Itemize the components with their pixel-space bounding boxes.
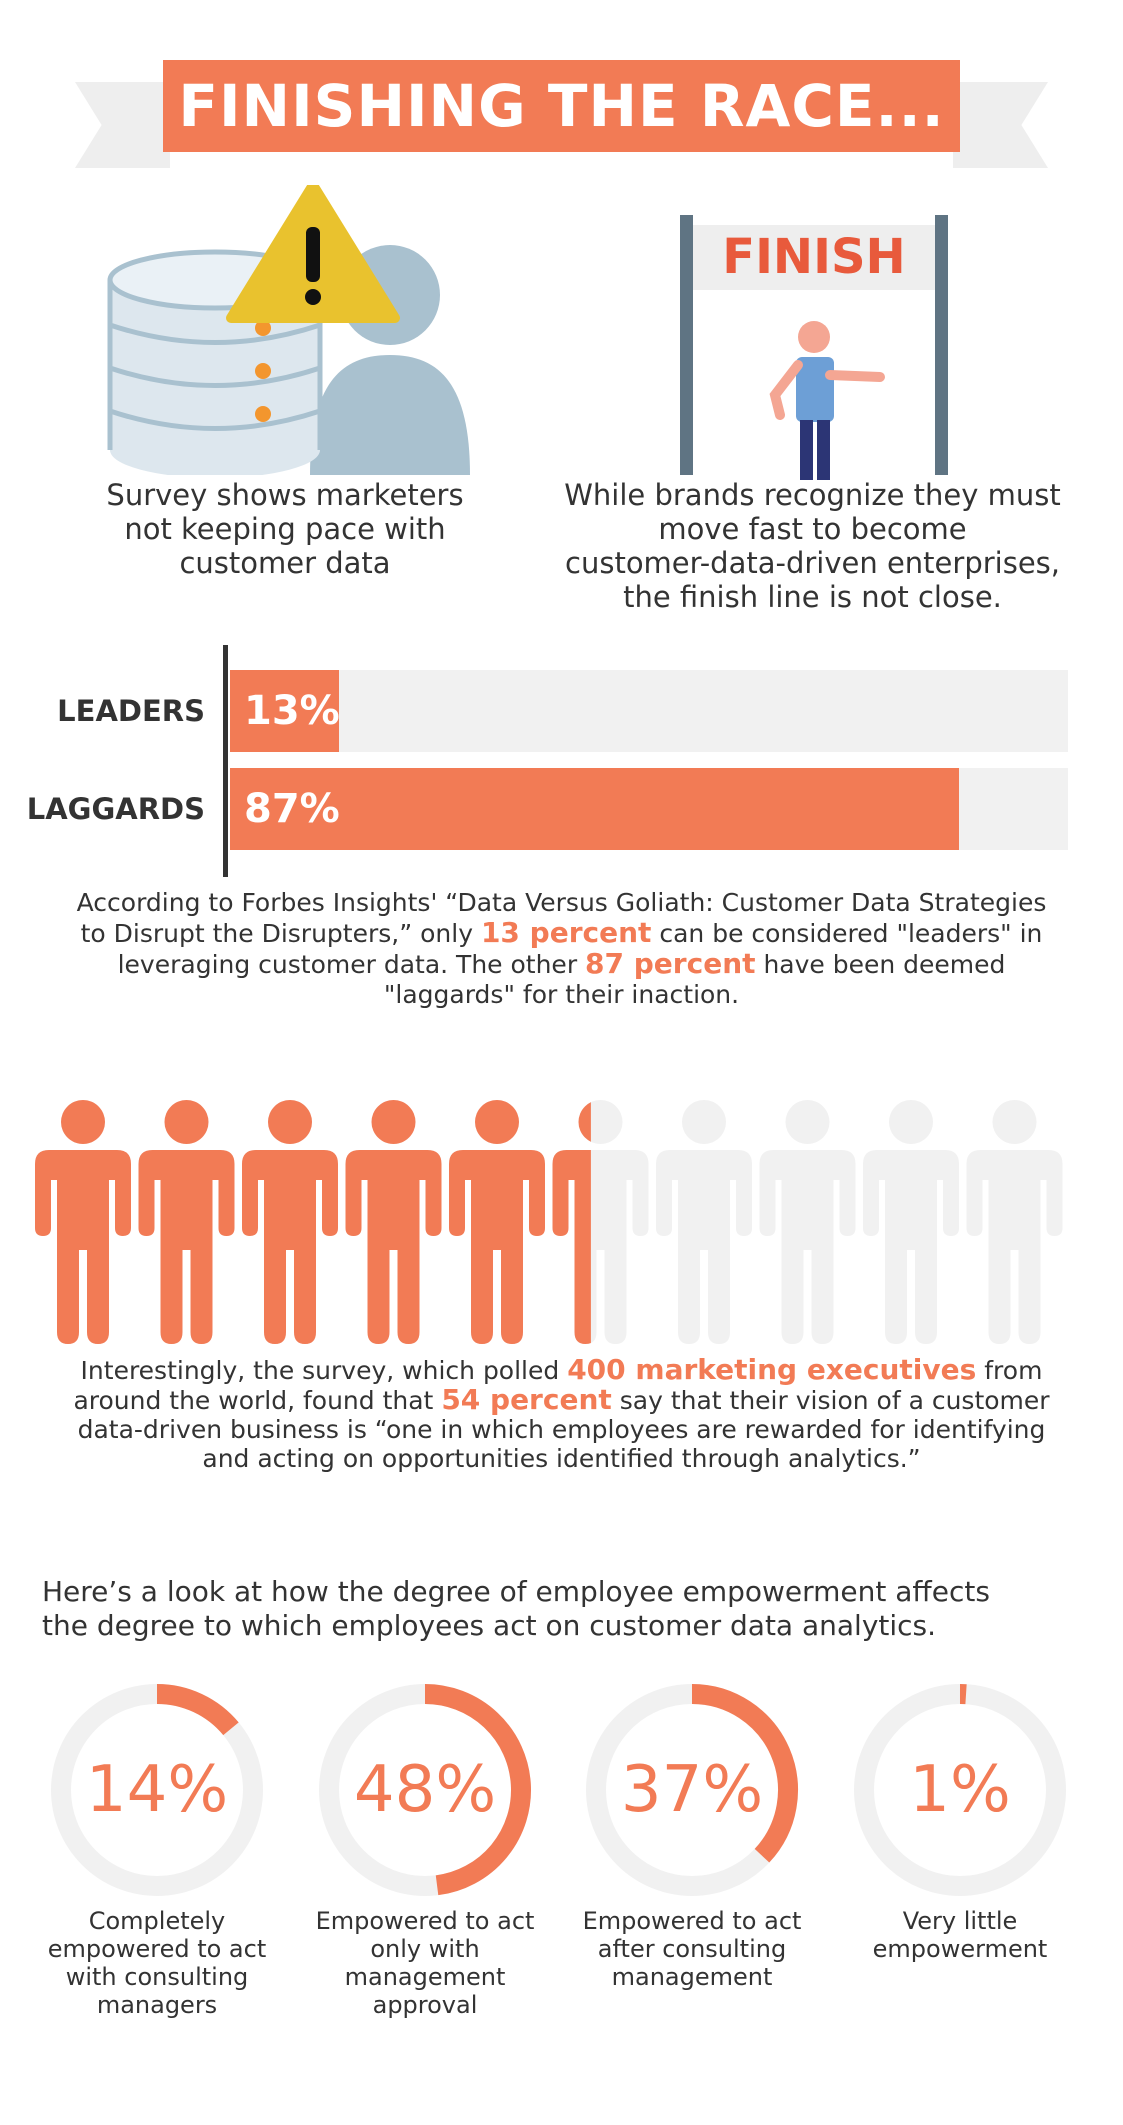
bar-track-leaders: 13%	[230, 670, 1068, 752]
people-pictogram	[35, 1100, 1063, 1344]
ring-chart-37: 37%	[582, 1680, 802, 1900]
ring-arc	[691, 1684, 798, 1863]
bar-fill-laggards	[230, 768, 960, 850]
highlight-87-percent: 87 percent	[585, 947, 756, 980]
finish-sign: FINISH	[722, 229, 906, 285]
bar-value-laggards: 87%	[244, 786, 340, 832]
bar-label-laggards: LAGGARDS	[26, 792, 205, 826]
bar-fill-leaders	[230, 670, 339, 752]
finish-line-illustration	[680, 215, 948, 480]
ribbon-left-tail	[75, 82, 170, 168]
ring-value-14: 14%	[85, 1753, 229, 1827]
warning-icon	[226, 185, 400, 323]
ring-label-14: Completely empowered to act with consulti…	[47, 1907, 267, 2019]
database-warning-illustration	[107, 185, 470, 475]
ring-chart-1: 1%	[850, 1680, 1070, 1900]
highlight-13-percent: 13 percent	[480, 916, 652, 949]
person-figure-filled	[552, 1102, 591, 1344]
person-figure	[656, 1100, 752, 1344]
ring-label-37: Empowered to act after consulting managem…	[582, 1907, 802, 1991]
ring-value-1: 1%	[909, 1753, 1011, 1827]
bar-value-leaders: 13%	[244, 688, 340, 734]
person-figure-filled	[242, 1100, 338, 1344]
ring-chart-14: 14%	[47, 1680, 267, 1900]
ring-value-48: 48%	[353, 1753, 497, 1827]
bar-axis	[223, 645, 228, 877]
person-figure	[759, 1100, 856, 1344]
bar-label-leaders: LEADERS	[57, 694, 205, 728]
ribbon-right-tail	[953, 82, 1048, 168]
ring-chart-48: 48%	[315, 1680, 535, 1900]
empowerment-intro: Here’s a look at how the degree of emplo…	[42, 1575, 990, 1642]
left-caption: Survey shows marketers not keeping pace …	[106, 478, 464, 580]
person-figure-filled	[449, 1100, 545, 1344]
highlight-54-percent: 54 percent	[441, 1383, 612, 1416]
runner-icon	[769, 321, 885, 480]
ring-arc	[424, 1684, 531, 1896]
person-figure-filled	[345, 1100, 442, 1344]
ring-value-37: 37%	[620, 1753, 764, 1827]
ring-label-1: Very little empowerment	[872, 1907, 1048, 1963]
ring-arc	[156, 1684, 239, 1736]
right-caption: While brands recognize they must move fa…	[564, 478, 1061, 614]
page-title: FINISHING THE RACE...	[163, 60, 960, 152]
highlight-400-executives: 400 marketing executives	[567, 1353, 977, 1386]
survey-paragraph: Interestingly, the survey, which polled …	[73, 1353, 1050, 1473]
person-figure	[863, 1100, 959, 1344]
person-figure	[966, 1100, 1063, 1344]
bar-track-laggards: 87%	[230, 768, 1068, 850]
forbes-paragraph: According to Forbes Insights' “Data Vers…	[76, 888, 1047, 1009]
person-figure-filled	[138, 1100, 235, 1344]
ring-label-48: Empowered to act only with management appr…	[315, 1907, 535, 2019]
person-figure-filled	[35, 1100, 131, 1344]
